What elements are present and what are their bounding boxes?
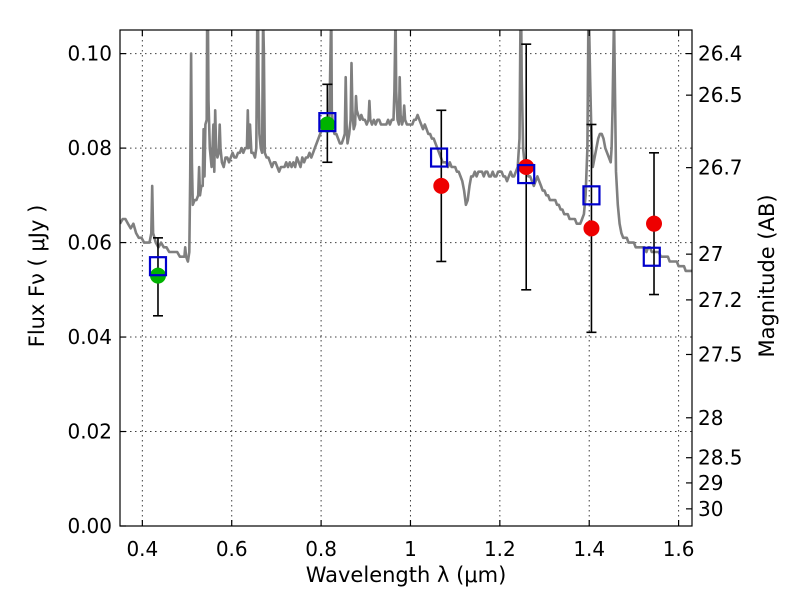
y-axis-label: Flux Fν ( μJy ) xyxy=(25,205,49,348)
observed-flux-point xyxy=(646,215,663,232)
y-tick-label: 0.10 xyxy=(67,42,112,66)
observed-flux-point xyxy=(518,158,535,175)
magnitude-axis-label: Magnitude (AB) xyxy=(755,194,779,357)
model-photometry-points xyxy=(148,112,661,277)
model-flux-point xyxy=(429,147,449,168)
y-axis-ticks: 0.00 0.02 0.04 0.06 0.08 0.10 xyxy=(67,42,126,538)
x-tick-label: 0.6 xyxy=(216,537,248,561)
model-flux-point xyxy=(148,256,168,277)
observed-flux-point xyxy=(583,220,600,237)
x-axis-ticks: 0.4 0.6 0.8 1 1.2 1.4 1.6 xyxy=(126,30,695,561)
x-axis-label: Wavelength λ (μm) xyxy=(306,563,507,587)
x-tick-label: 0.4 xyxy=(126,537,158,561)
magnitude-tick-label: 28.5 xyxy=(698,446,743,470)
y-tick-label: 0.08 xyxy=(67,136,112,160)
model-flux-point xyxy=(582,185,601,206)
plot-frame xyxy=(119,29,693,527)
model-spectrum-line xyxy=(120,30,692,273)
y-tick-label: 0.04 xyxy=(67,325,112,349)
magnitude-tick-label: 27 xyxy=(698,242,723,266)
model-flux-point xyxy=(517,163,536,185)
observed-flux-point xyxy=(319,116,336,133)
magnitude-tick-label: 26.4 xyxy=(698,42,743,66)
y-tick-label: 0.02 xyxy=(67,420,112,444)
model-flux-point xyxy=(642,246,661,267)
magnitude-tick-label: 30 xyxy=(698,497,723,521)
y-tick-label: 0.00 xyxy=(67,514,112,538)
x-tick-label: 1.4 xyxy=(573,537,605,561)
magnitude-tick-label: 29 xyxy=(698,471,723,495)
magnitude-tick-label: 28 xyxy=(698,406,723,430)
magnitude-tick-label: 26.7 xyxy=(698,156,743,180)
x-tick-label: 1 xyxy=(404,537,417,561)
model-flux-point xyxy=(318,112,337,133)
magnitude-tick-label: 27.2 xyxy=(698,288,743,312)
x-tick-label: 1.6 xyxy=(663,537,695,561)
x-tick-label: 1.2 xyxy=(484,537,516,561)
x-tick-label: 0.8 xyxy=(305,537,337,561)
magnitude-tick-label: 26.5 xyxy=(698,83,743,107)
y-tick-label: 0.06 xyxy=(67,231,112,255)
magnitude-tick-label: 27.5 xyxy=(698,342,743,366)
observed-flux-point xyxy=(433,177,450,194)
